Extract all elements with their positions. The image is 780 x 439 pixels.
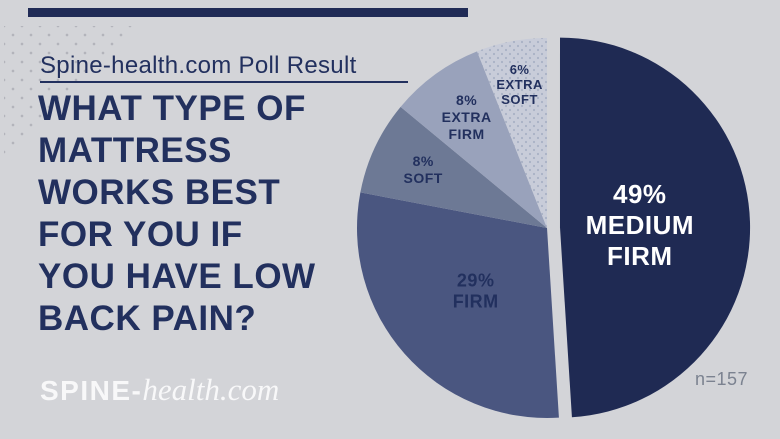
pie-slice-medium-firm — [559, 37, 751, 418]
pie-label-extra-soft: 6% EXTRA SOFT — [496, 62, 543, 107]
pie-label-soft: 8% SOFT — [404, 153, 443, 186]
pie-label-extra-firm: 8% EXTRA FIRM — [442, 92, 492, 142]
top-accent-bar — [28, 8, 468, 17]
logo-health-text: health.com — [142, 372, 280, 407]
pie-slice-extra-soft — [477, 38, 547, 228]
pie-slice-firm — [357, 192, 559, 419]
pie-label-medium-firm: 49% MEDIUM FIRM — [586, 179, 694, 271]
sample-size-label: n=157 — [695, 369, 749, 389]
pie-slice-extra-firm — [400, 51, 547, 229]
pie-slice-soft — [360, 106, 547, 228]
pie-label-firm: 29% FIRM — [453, 271, 499, 312]
poll-question-title: WHAT TYPE OF MATTRESS WORKS BEST FOR YOU… — [38, 89, 316, 338]
heading-underline — [40, 81, 408, 83]
logo-spine-text: SPINE- — [40, 375, 143, 406]
poll-result-heading: Spine-health.com Poll Result — [40, 52, 357, 79]
spine-health-logo: SPINE-health.com — [40, 372, 279, 408]
